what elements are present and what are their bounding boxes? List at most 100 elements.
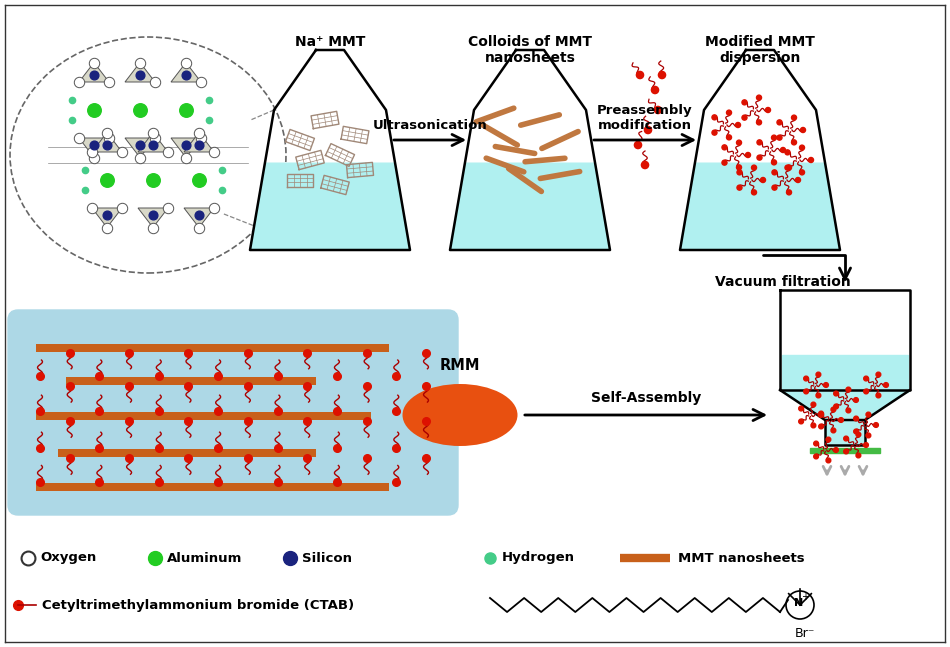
Circle shape — [722, 160, 727, 165]
Bar — [58, 449, 315, 457]
Circle shape — [756, 120, 762, 125]
Text: Ultrasonication: Ultrasonication — [372, 119, 487, 132]
Circle shape — [746, 153, 750, 157]
Circle shape — [786, 591, 814, 619]
Circle shape — [787, 165, 791, 170]
Text: RMM: RMM — [440, 358, 481, 373]
Text: Na⁺ MMT: Na⁺ MMT — [294, 35, 365, 49]
Circle shape — [826, 458, 831, 463]
Text: Silicon: Silicon — [302, 551, 352, 564]
Circle shape — [801, 127, 806, 133]
Circle shape — [712, 115, 717, 120]
Polygon shape — [138, 208, 168, 228]
Circle shape — [658, 71, 666, 78]
Ellipse shape — [10, 37, 286, 273]
Polygon shape — [171, 63, 201, 82]
Circle shape — [737, 170, 742, 175]
Circle shape — [772, 185, 777, 190]
Circle shape — [785, 150, 790, 155]
Bar — [36, 344, 389, 352]
Polygon shape — [810, 448, 880, 453]
Circle shape — [864, 376, 868, 381]
Text: Aluminum: Aluminum — [167, 551, 242, 564]
Circle shape — [819, 413, 824, 417]
Text: N: N — [794, 598, 804, 608]
Polygon shape — [184, 133, 214, 152]
Circle shape — [804, 376, 808, 381]
Text: Self-Assembly: Self-Assembly — [591, 391, 701, 405]
Circle shape — [856, 453, 861, 458]
Polygon shape — [79, 63, 109, 82]
Circle shape — [751, 190, 756, 195]
Circle shape — [811, 402, 816, 407]
Polygon shape — [92, 208, 122, 228]
Circle shape — [856, 432, 861, 437]
Circle shape — [791, 115, 796, 120]
Circle shape — [831, 428, 836, 433]
Text: Cetyltrimethylammonium bromide (CTAB): Cetyltrimethylammonium bromide (CTAB) — [42, 598, 354, 611]
Circle shape — [735, 122, 740, 127]
Circle shape — [854, 398, 859, 402]
Circle shape — [819, 411, 824, 416]
Polygon shape — [138, 133, 168, 152]
Circle shape — [777, 120, 782, 125]
Circle shape — [804, 389, 808, 394]
Circle shape — [866, 412, 871, 417]
Circle shape — [652, 87, 658, 94]
Circle shape — [844, 449, 848, 454]
Polygon shape — [79, 138, 109, 157]
Circle shape — [808, 157, 813, 162]
Circle shape — [712, 130, 717, 135]
Circle shape — [874, 422, 879, 428]
Circle shape — [814, 441, 819, 446]
Circle shape — [777, 135, 782, 140]
Circle shape — [781, 148, 786, 153]
Circle shape — [655, 106, 661, 114]
Circle shape — [771, 135, 776, 140]
Circle shape — [636, 71, 643, 78]
Circle shape — [791, 140, 796, 145]
Circle shape — [635, 142, 641, 149]
Polygon shape — [680, 163, 840, 250]
Polygon shape — [450, 163, 610, 250]
Circle shape — [834, 391, 839, 396]
Circle shape — [876, 393, 881, 398]
Circle shape — [727, 110, 732, 115]
Polygon shape — [92, 133, 122, 152]
Circle shape — [644, 126, 652, 133]
Circle shape — [737, 185, 742, 190]
Polygon shape — [184, 208, 214, 228]
Circle shape — [761, 177, 766, 182]
Circle shape — [819, 424, 824, 429]
Text: +: + — [801, 592, 809, 602]
Circle shape — [854, 429, 859, 434]
Bar — [36, 412, 371, 420]
Circle shape — [839, 417, 844, 422]
Circle shape — [854, 416, 859, 421]
Circle shape — [795, 177, 801, 182]
Bar — [36, 483, 389, 490]
Polygon shape — [782, 355, 908, 392]
Circle shape — [736, 140, 742, 145]
Circle shape — [641, 161, 649, 169]
Circle shape — [831, 407, 836, 412]
Circle shape — [824, 382, 828, 388]
Circle shape — [751, 165, 756, 170]
Text: Modified MMT
dispersion: Modified MMT dispersion — [705, 35, 815, 65]
Circle shape — [846, 387, 851, 392]
Polygon shape — [250, 163, 410, 250]
Text: Preassembly
modification: Preassembly modification — [598, 104, 693, 132]
Circle shape — [816, 372, 821, 377]
Circle shape — [864, 389, 868, 394]
Bar — [66, 377, 315, 385]
Circle shape — [785, 165, 790, 170]
Text: Hydrogen: Hydrogen — [502, 551, 575, 564]
Ellipse shape — [403, 384, 518, 446]
Circle shape — [757, 140, 762, 145]
Circle shape — [736, 165, 742, 170]
Circle shape — [826, 437, 831, 442]
Circle shape — [814, 454, 819, 459]
Circle shape — [846, 408, 851, 413]
Text: Colloids of MMT
nanosheets: Colloids of MMT nanosheets — [468, 35, 592, 65]
FancyBboxPatch shape — [8, 310, 458, 515]
